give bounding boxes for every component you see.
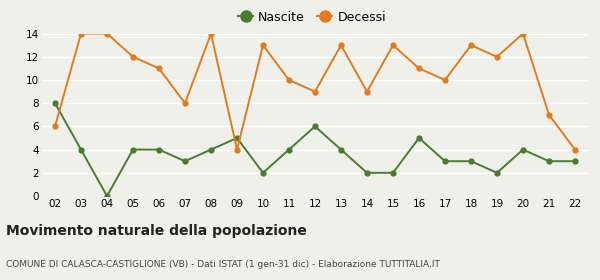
Decessi — [571, 148, 578, 151]
Decessi — [181, 102, 188, 105]
Decessi — [52, 125, 59, 128]
Nascite — [286, 148, 293, 151]
Decessi — [442, 78, 449, 82]
Nascite — [52, 102, 59, 105]
Decessi — [467, 43, 475, 47]
Nascite — [103, 194, 110, 198]
Nascite — [571, 160, 578, 163]
Decessi — [130, 55, 137, 59]
Nascite — [545, 160, 553, 163]
Text: COMUNE DI CALASCA-CASTIGLIONE (VB) - Dati ISTAT (1 gen-31 dic) - Elaborazione TU: COMUNE DI CALASCA-CASTIGLIONE (VB) - Dat… — [6, 260, 440, 269]
Decessi — [311, 90, 319, 93]
Nascite — [520, 148, 527, 151]
Line: Decessi: Decessi — [53, 31, 577, 152]
Nascite — [442, 160, 449, 163]
Decessi — [208, 32, 215, 35]
Nascite — [311, 125, 319, 128]
Decessi — [155, 67, 163, 70]
Decessi — [259, 43, 266, 47]
Nascite — [415, 136, 422, 140]
Decessi — [77, 32, 85, 35]
Decessi — [545, 113, 553, 116]
Nascite — [155, 148, 163, 151]
Nascite — [493, 171, 500, 174]
Decessi — [520, 32, 527, 35]
Decessi — [364, 90, 371, 93]
Decessi — [415, 67, 422, 70]
Nascite — [389, 171, 397, 174]
Decessi — [493, 55, 500, 59]
Nascite — [181, 160, 188, 163]
Nascite — [130, 148, 137, 151]
Decessi — [389, 43, 397, 47]
Text: Movimento naturale della popolazione: Movimento naturale della popolazione — [6, 224, 307, 238]
Nascite — [208, 148, 215, 151]
Nascite — [233, 136, 241, 140]
Legend: Nascite, Decessi: Nascite, Decessi — [233, 6, 391, 29]
Decessi — [337, 43, 344, 47]
Nascite — [337, 148, 344, 151]
Decessi — [286, 78, 293, 82]
Decessi — [233, 148, 241, 151]
Decessi — [103, 32, 110, 35]
Line: Nascite: Nascite — [53, 101, 577, 199]
Nascite — [467, 160, 475, 163]
Nascite — [364, 171, 371, 174]
Nascite — [77, 148, 85, 151]
Nascite — [259, 171, 266, 174]
